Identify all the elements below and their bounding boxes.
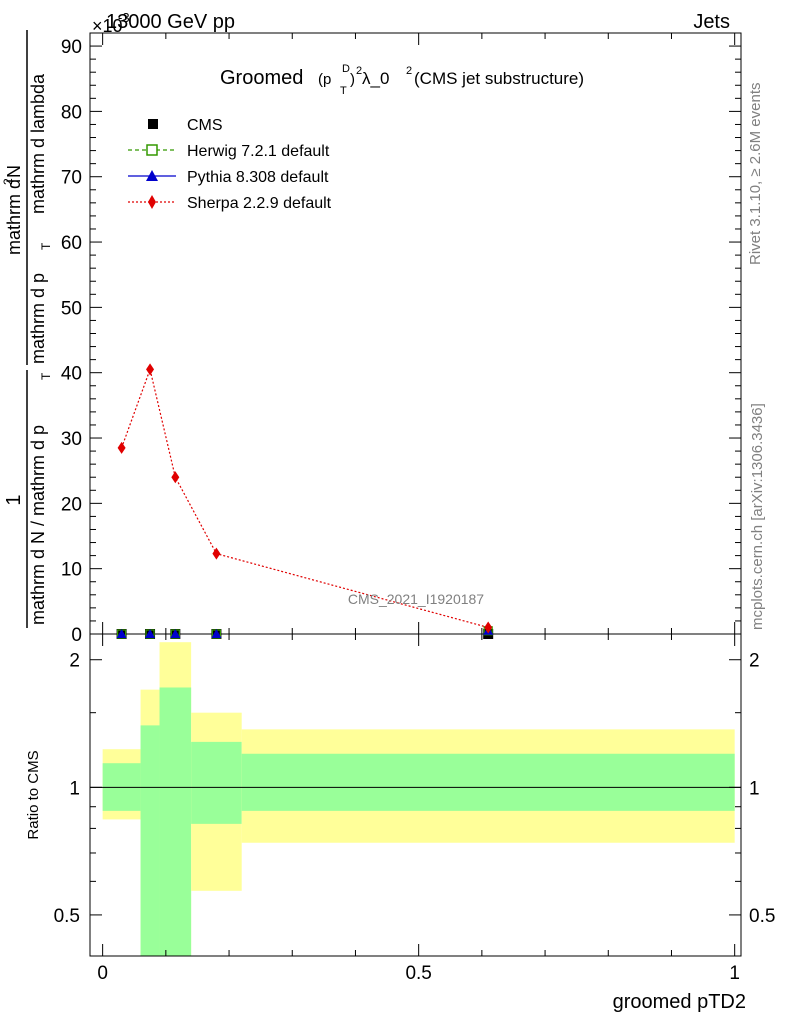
y-tick-label: 90 bbox=[61, 37, 82, 58]
y-tick-label: 10 bbox=[61, 560, 82, 581]
title-sup-2b: 2 bbox=[406, 65, 412, 77]
legend-label-sherpa: Sherpa 2.2.9 default bbox=[187, 195, 332, 212]
ylabel-second-rest: mathrm d lambda bbox=[28, 73, 48, 214]
y-tick-label: 0 bbox=[71, 625, 82, 646]
ylabel-numerator: 1 bbox=[3, 494, 25, 505]
open-square-icon bbox=[146, 144, 158, 156]
title-lambda: λ_0 bbox=[362, 69, 389, 88]
legend-label-pythia: Pythia 8.308 default bbox=[187, 169, 329, 186]
ratio-bands bbox=[102, 642, 735, 956]
diamond-icon bbox=[148, 195, 156, 209]
y-tick-label: 30 bbox=[61, 429, 82, 450]
ratio-y-tick-label: 1 bbox=[69, 778, 80, 799]
ylabel-second-sup: 2 bbox=[1, 178, 15, 185]
title-sup-2: 2 bbox=[356, 65, 362, 77]
pythia-point bbox=[116, 629, 127, 638]
y-tick-label: 20 bbox=[61, 494, 82, 515]
legend-label-herwig: Herwig 7.2.1 default bbox=[187, 143, 330, 160]
analysis-label: CMS_2021_I1920187 bbox=[348, 591, 484, 607]
band-inner-3 bbox=[191, 741, 242, 824]
triangle-icon bbox=[146, 170, 158, 181]
main-y-axis-label: 1 mathrm d N / mathrm d p T mathrm d 2 N… bbox=[1, 30, 53, 628]
ylabel-denominator: mathrm d N / mathrm d p bbox=[28, 425, 48, 625]
ratio-y-axis-label: Ratio to CMS bbox=[25, 750, 42, 839]
x-tick-label: 0.5 bbox=[405, 963, 431, 984]
ylabel-sub-t-2: T bbox=[39, 242, 53, 250]
ratio-y-tick-label-right: 2 bbox=[749, 651, 760, 672]
ratio-y-tick-label-right: 0.5 bbox=[749, 906, 775, 927]
x-tick-label: 0 bbox=[97, 963, 108, 984]
x-axis-label: groomed pTD2 bbox=[613, 991, 746, 1013]
x-tick-label: 1 bbox=[729, 963, 740, 984]
ratio-y-tick-label: 0.5 bbox=[54, 906, 80, 927]
y-tick-label: 70 bbox=[61, 168, 82, 189]
title-sup-d: D bbox=[342, 63, 350, 75]
plot-title: Groomed (p D T ) 2 λ_0 2 (CMS jet substr… bbox=[220, 63, 584, 97]
exponent-prefix: ×10 bbox=[92, 16, 123, 36]
mcplots-label: mcplots.cern.ch [arXiv:1306.3436] bbox=[749, 403, 766, 630]
band-inner-4 bbox=[241, 753, 735, 811]
sherpa-point bbox=[146, 363, 155, 376]
title-paren-close: ) bbox=[350, 71, 355, 88]
ylabel-second-bottom: mathrm d p bbox=[28, 273, 48, 364]
sherpa-point bbox=[212, 547, 221, 560]
filled-square-icon bbox=[148, 119, 158, 129]
sherpa-point bbox=[171, 471, 180, 484]
title-main: Groomed bbox=[220, 67, 303, 89]
ylabel-second-n: N bbox=[4, 165, 24, 178]
legend: CMS Herwig 7.2.1 default Pythia 8.308 de… bbox=[128, 117, 332, 212]
ratio-axis-ticks: 0.5 0.5 1 1 2 2 0 0.5 1 bbox=[54, 634, 775, 984]
legend-label-cms: CMS bbox=[187, 117, 223, 134]
ylabel-sub-t-1: T bbox=[39, 372, 53, 380]
band-inner-1 bbox=[140, 725, 160, 956]
data-points bbox=[116, 363, 494, 639]
y-tick-label: 60 bbox=[61, 233, 82, 254]
sherpa-point bbox=[117, 441, 126, 454]
title-sub-t: T bbox=[340, 85, 347, 97]
pythia-point bbox=[170, 629, 181, 638]
ratio-y-tick-label: 2 bbox=[69, 651, 80, 672]
y-tick-label: 40 bbox=[61, 364, 82, 385]
exponent-value: -3 bbox=[118, 10, 130, 25]
band-inner-2 bbox=[159, 687, 192, 956]
ratio-y-tick-label-right: 1 bbox=[749, 778, 760, 799]
sherpa-series-line bbox=[121, 367, 489, 629]
title-suffix: (CMS jet substructure) bbox=[414, 69, 584, 88]
main-axis-ticks: 0 10 20 30 40 50 60 70 80 90 bbox=[61, 33, 741, 646]
pythia-point bbox=[211, 629, 222, 638]
ratio-plot-frame bbox=[89, 633, 742, 957]
y-tick-label: 80 bbox=[61, 102, 82, 123]
ylabel-second-top: mathrm d bbox=[4, 179, 24, 255]
energy-label: 13000 GeV pp bbox=[106, 11, 235, 33]
rivet-label: Rivet 3.1.10, ≥ 2.6M events bbox=[747, 83, 764, 266]
y-tick-label: 50 bbox=[61, 298, 82, 319]
process-label: Jets bbox=[693, 11, 730, 33]
sherpa-point bbox=[484, 621, 493, 634]
pythia-point bbox=[145, 629, 156, 638]
title-paren-open: (p bbox=[318, 71, 331, 88]
